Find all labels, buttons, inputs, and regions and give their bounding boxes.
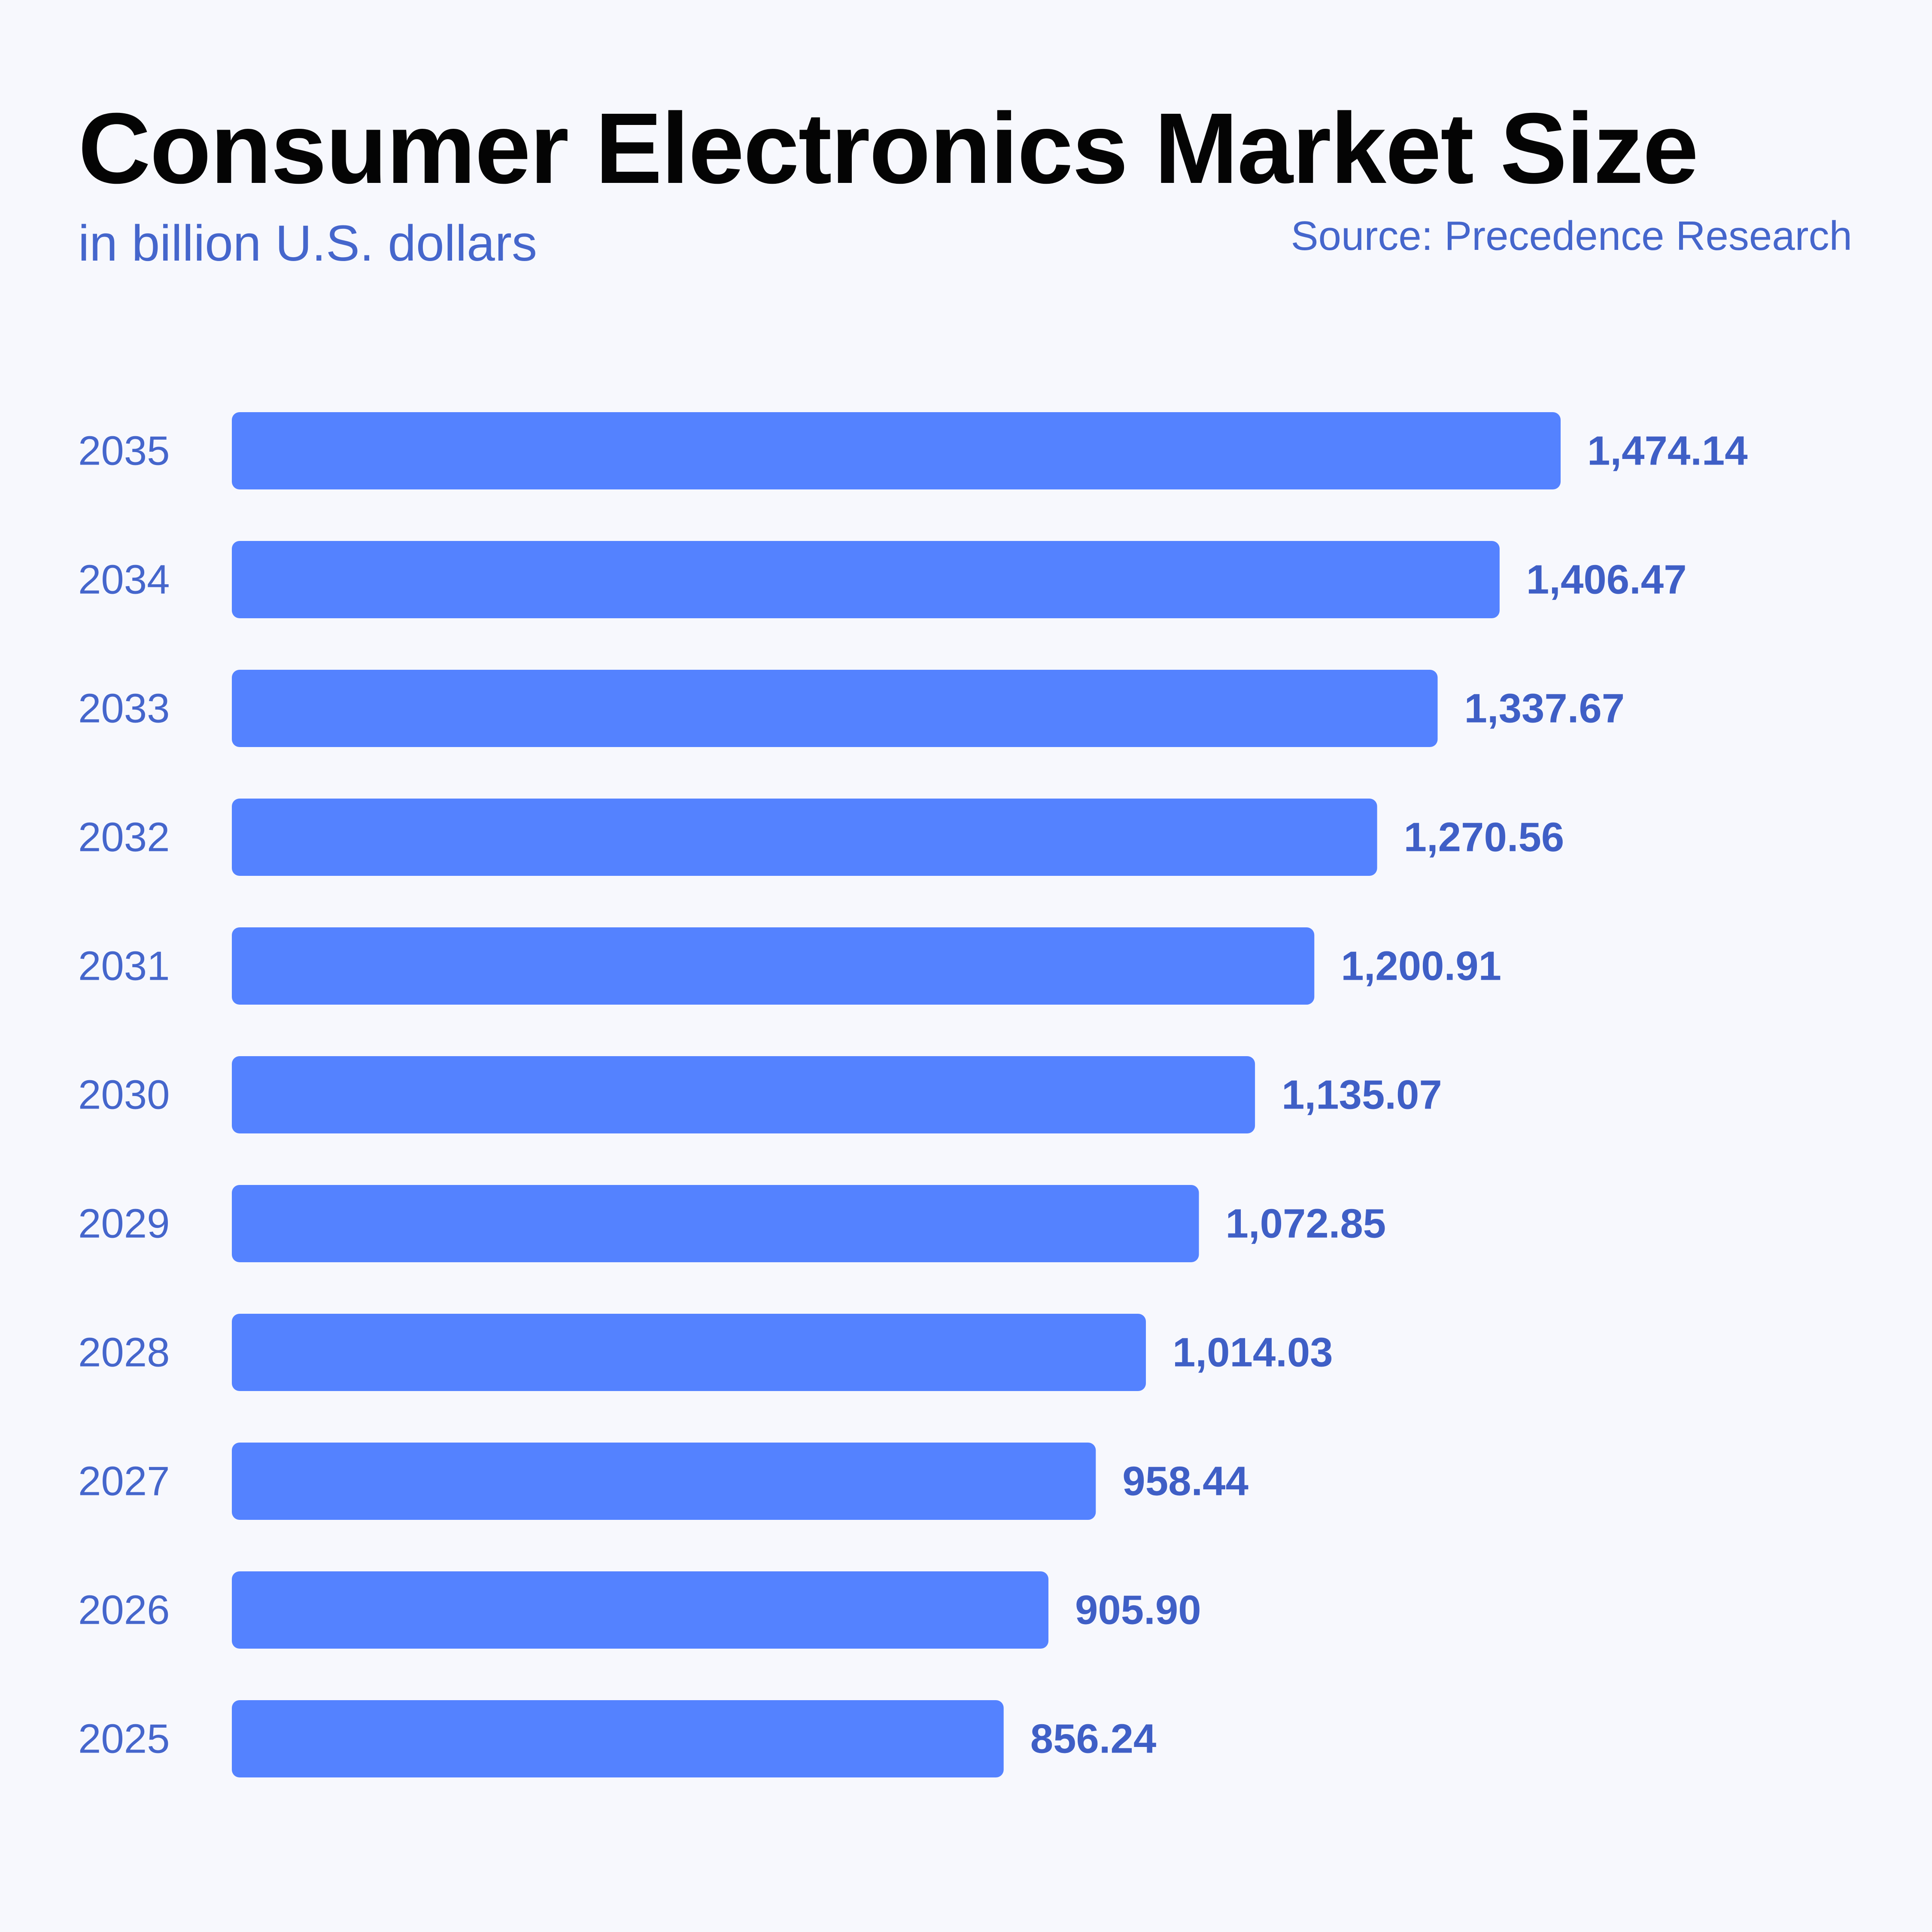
category-label-2035: 2035 — [78, 428, 170, 474]
category-label-2026: 2026 — [78, 1587, 170, 1633]
bar-2027 — [232, 1443, 1096, 1520]
value-label-2033: 1,337.67 — [1464, 686, 1625, 732]
value-label-2034: 1,406.47 — [1526, 557, 1687, 603]
category-label-2034: 2034 — [78, 557, 170, 603]
chart-title: Consumer Electronics Market Size — [78, 92, 1698, 204]
category-label-2025: 2025 — [78, 1716, 170, 1762]
bar-2031 — [232, 927, 1315, 1005]
value-label-2027: 958.44 — [1122, 1458, 1249, 1504]
category-label-2030: 2030 — [78, 1072, 170, 1118]
category-label-2027: 2027 — [78, 1458, 170, 1504]
bar-2029 — [232, 1185, 1199, 1262]
bar-2030 — [232, 1056, 1255, 1133]
value-label-2026: 905.90 — [1075, 1587, 1201, 1633]
value-label-2025: 856.24 — [1030, 1716, 1157, 1762]
value-label-2028: 1,014.03 — [1173, 1330, 1333, 1376]
category-label-2033: 2033 — [78, 686, 170, 732]
category-label-2032: 2032 — [78, 814, 170, 860]
bar-2028 — [232, 1314, 1146, 1391]
value-label-2031: 1,200.91 — [1341, 943, 1501, 989]
bar-2033 — [232, 670, 1438, 747]
value-label-2030: 1,135.07 — [1282, 1072, 1442, 1118]
category-label-2029: 2029 — [78, 1201, 170, 1247]
bar-2026 — [232, 1571, 1048, 1649]
bar-2025 — [232, 1700, 1004, 1777]
value-label-2029: 1,072.85 — [1226, 1201, 1386, 1247]
value-label-2035: 1,474.14 — [1587, 428, 1748, 474]
bar-2035 — [232, 412, 1561, 489]
value-label-2032: 1,270.56 — [1404, 814, 1564, 860]
category-label-2031: 2031 — [78, 943, 170, 989]
bar-2032 — [232, 799, 1377, 876]
chart-subtitle: in billion U.S. dollars — [78, 215, 538, 272]
bar-2034 — [232, 541, 1500, 618]
category-label-2028: 2028 — [78, 1330, 170, 1376]
source-note: Source: Precedence Research — [1291, 213, 1852, 259]
